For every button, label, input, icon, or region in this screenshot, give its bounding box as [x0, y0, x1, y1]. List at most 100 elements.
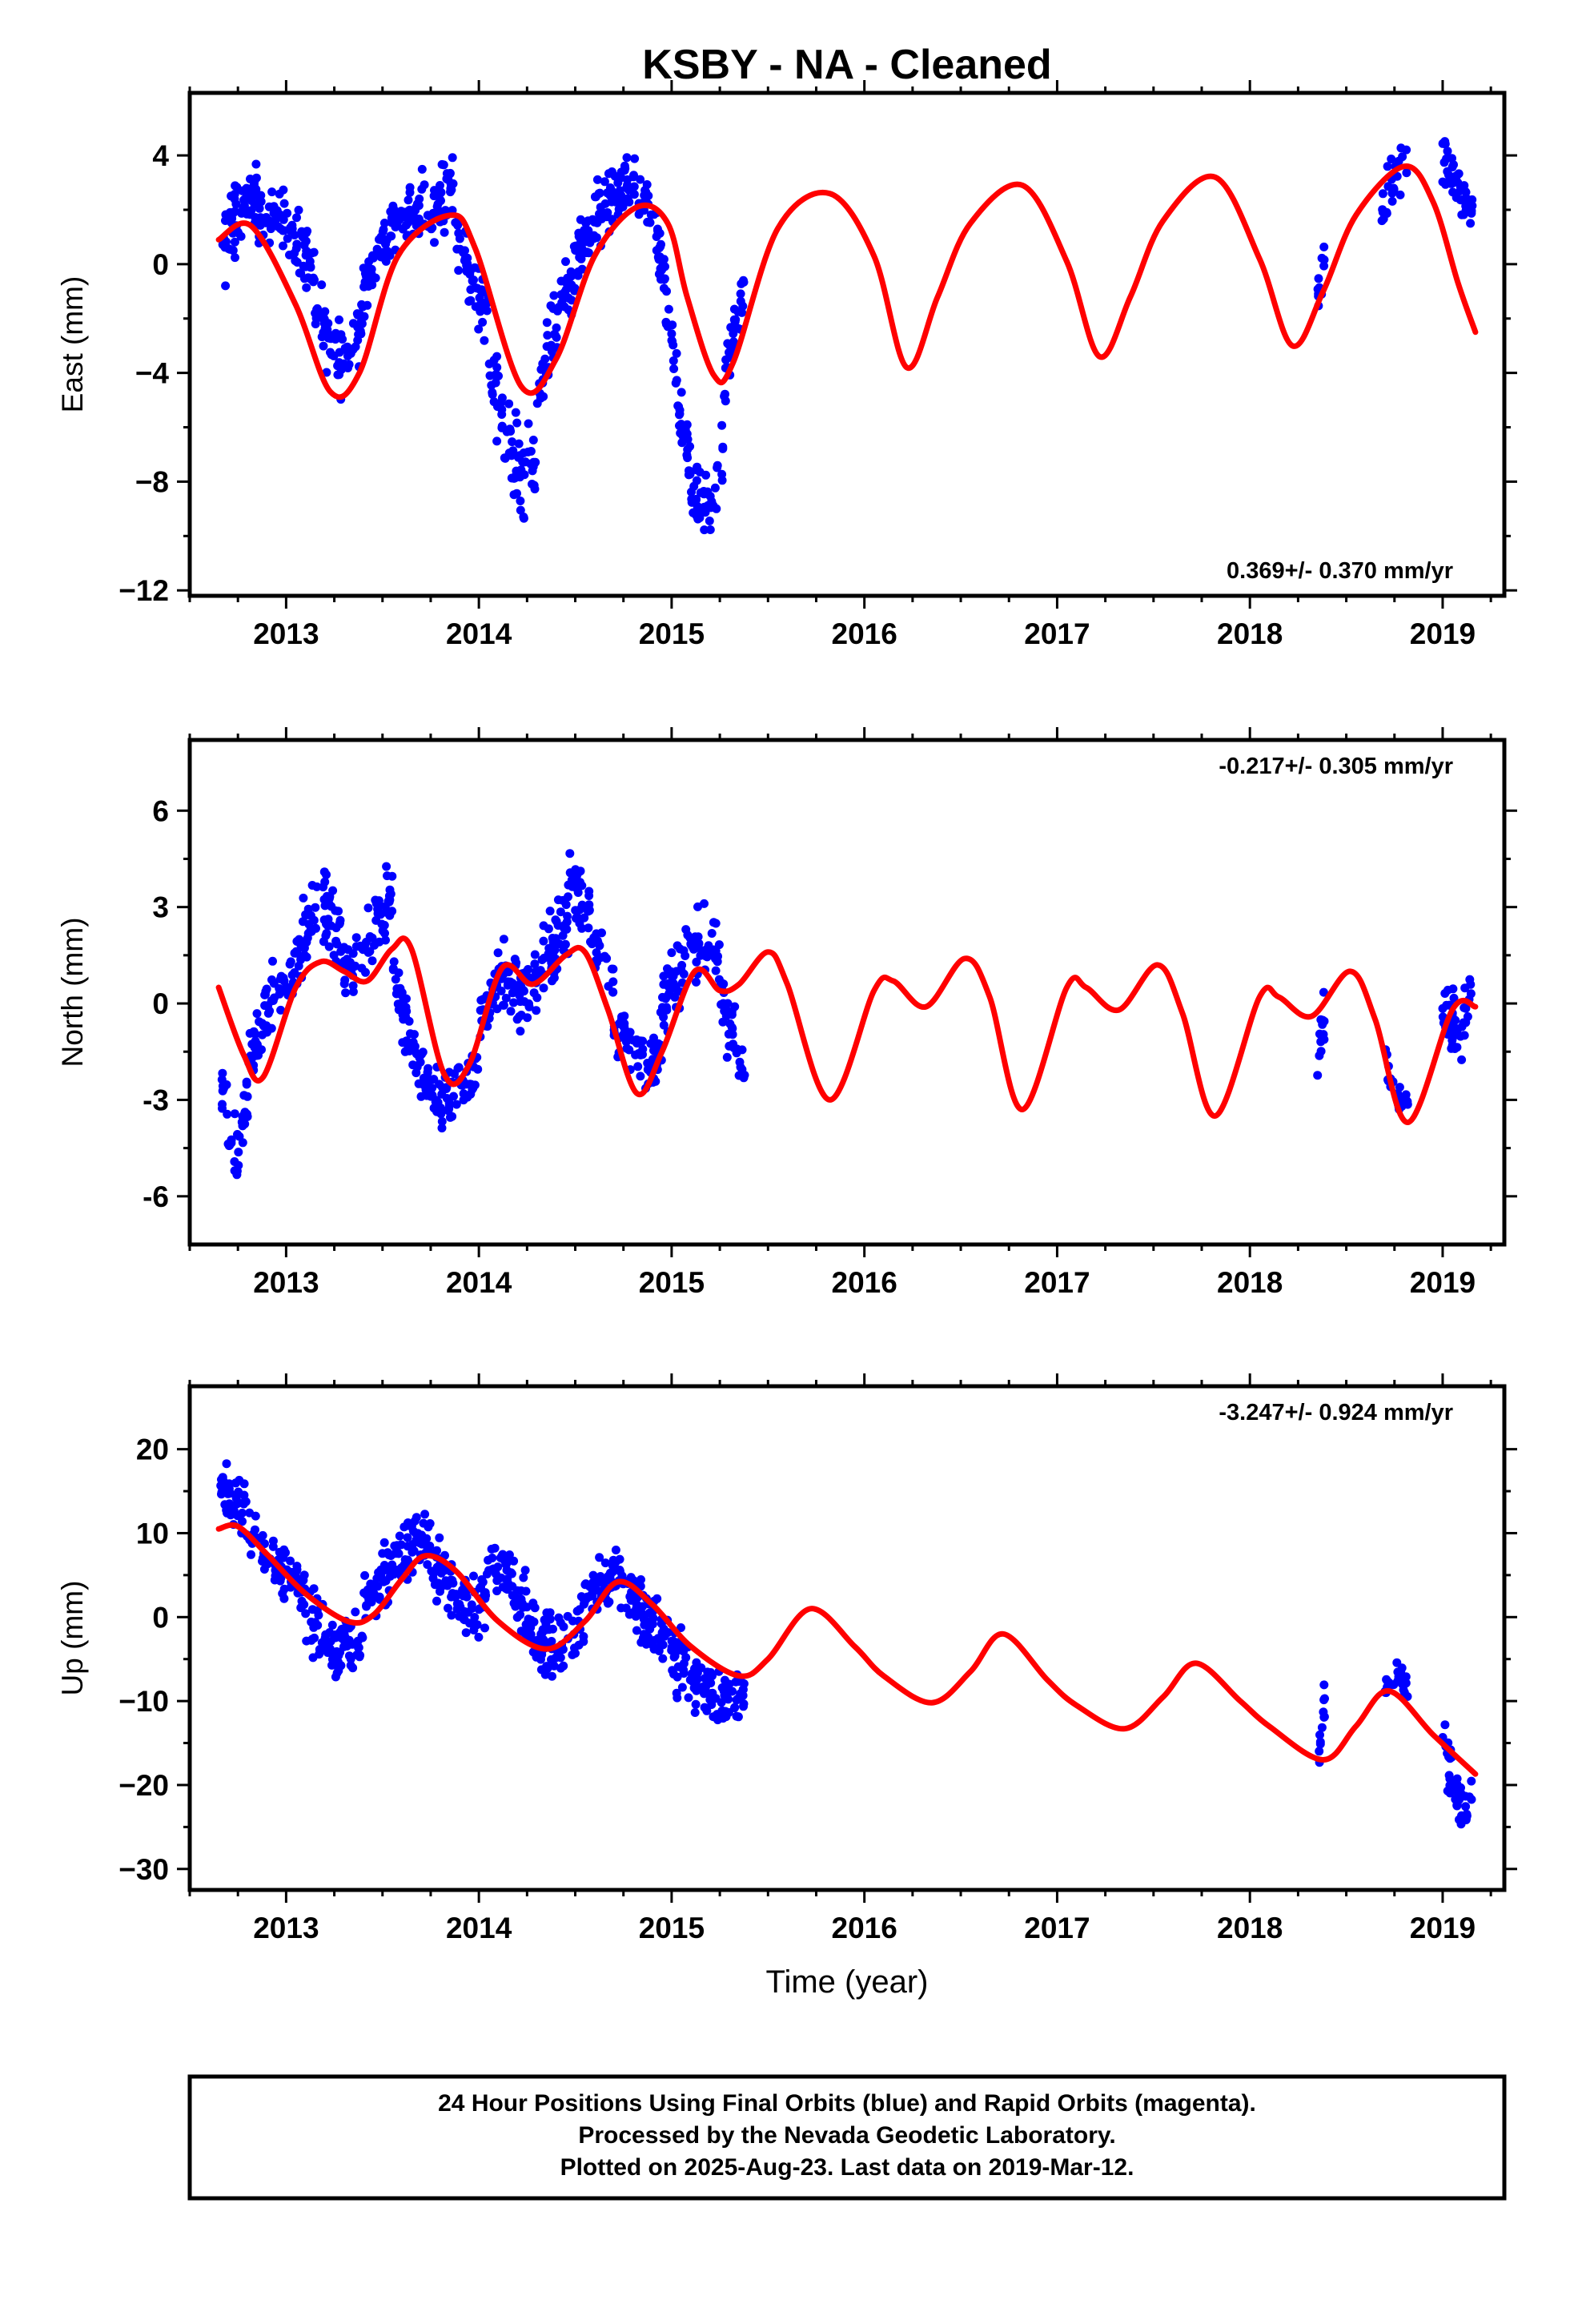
up-data-point	[392, 1541, 402, 1550]
east-data-point	[669, 356, 678, 365]
east-data-point	[1464, 207, 1474, 217]
east-data-point	[655, 228, 665, 238]
north-data-point	[391, 975, 400, 984]
north-data-point	[553, 921, 563, 930]
east-data-point	[663, 322, 673, 332]
north-data-point	[667, 948, 677, 958]
north-data-point	[343, 945, 353, 955]
east-data-point	[672, 348, 681, 358]
north-data-point	[302, 952, 311, 962]
east-data-point	[492, 363, 502, 372]
up-data-point	[628, 1608, 637, 1618]
up-data-point	[461, 1628, 471, 1638]
east-data-point	[379, 219, 389, 227]
east-data-point	[669, 364, 679, 373]
up-data-point	[481, 1590, 491, 1600]
north-data-point	[230, 1109, 239, 1119]
up-data-point	[297, 1602, 307, 1612]
north-data-point	[540, 953, 549, 963]
up-data-point	[469, 1626, 479, 1634]
east-data-point	[1466, 219, 1476, 228]
up-data-point	[730, 1703, 740, 1712]
north-data-point	[444, 1099, 454, 1108]
up-data-point	[403, 1533, 412, 1542]
east-data-point	[540, 354, 550, 364]
up-data-point	[521, 1586, 531, 1596]
east-data-point	[420, 180, 429, 190]
east-data-point	[636, 175, 645, 184]
east-data-point	[331, 335, 340, 344]
north-data-point	[437, 1124, 447, 1133]
east-data-point	[391, 222, 400, 231]
east-data-point	[286, 223, 295, 232]
up-data-point	[669, 1670, 678, 1679]
north-data-point	[1466, 979, 1476, 989]
east-data-point	[622, 153, 632, 163]
up-data-point	[580, 1580, 590, 1590]
east-data-point	[705, 525, 715, 534]
up-data-point	[1467, 1776, 1476, 1786]
up-data-point	[556, 1653, 565, 1663]
up-data-point	[307, 1605, 317, 1614]
east-data-point	[570, 283, 580, 293]
east-data-point	[343, 364, 352, 372]
east-data-point	[305, 257, 315, 266]
up-data-point	[394, 1549, 404, 1558]
up-data-point	[379, 1538, 389, 1547]
east-data-point	[275, 224, 285, 234]
north-data-point	[589, 933, 599, 943]
north-data-point	[729, 1043, 738, 1052]
north-data-point	[596, 953, 605, 963]
up-data-point	[354, 1642, 363, 1652]
north-data-point	[692, 977, 701, 987]
north-data-point	[437, 1089, 447, 1099]
north-data-point	[692, 957, 701, 967]
east-data-point	[387, 208, 397, 218]
up-data-point	[247, 1550, 255, 1559]
north-data-point	[249, 1041, 259, 1051]
north-data-point	[452, 1100, 461, 1109]
north-data-point	[572, 884, 582, 894]
north-data-point	[524, 1002, 534, 1011]
east-data-point	[504, 399, 514, 408]
up-data-point	[604, 1597, 614, 1606]
east-data-point	[497, 410, 507, 419]
east-y-tick-label: −8	[135, 465, 169, 498]
north-data-point	[532, 1006, 541, 1015]
up-data-point	[420, 1510, 430, 1519]
north-data-point	[303, 904, 313, 914]
north-data-point	[291, 947, 301, 956]
north-data-point	[445, 1112, 455, 1122]
up-data-point	[326, 1648, 335, 1658]
up-data-point	[455, 1599, 464, 1609]
up-data-point	[314, 1610, 323, 1620]
north-data-point	[620, 1011, 629, 1021]
north-data-point	[382, 862, 391, 871]
north-data-point	[412, 1068, 421, 1078]
north-data-point	[571, 906, 580, 915]
up-data-point	[339, 1624, 348, 1634]
up-y-tick-label: 10	[136, 1517, 169, 1550]
north-data-point	[363, 903, 373, 913]
up-data-point	[286, 1556, 295, 1566]
north-data-point	[571, 914, 580, 923]
north-data-point	[473, 1064, 483, 1074]
up-data-point	[503, 1585, 512, 1594]
east-data-point	[1319, 242, 1329, 251]
up-data-point	[579, 1632, 588, 1641]
north-data-point	[539, 983, 548, 993]
up-data-point	[1319, 1712, 1329, 1722]
up-data-point	[644, 1622, 654, 1632]
north-data-point	[365, 947, 375, 956]
east-data-point	[600, 199, 610, 208]
north-data-point	[1460, 1031, 1469, 1040]
east-x-tick-label: 2018	[1217, 617, 1283, 650]
east-data-point	[677, 438, 687, 448]
east-data-point	[520, 470, 529, 480]
up-data-point	[447, 1610, 456, 1620]
up-data-point	[468, 1604, 476, 1613]
east-data-point	[346, 348, 355, 358]
east-data-point	[705, 517, 714, 525]
up-data-point	[691, 1679, 701, 1689]
east-y-tick-label: 0	[152, 248, 169, 281]
